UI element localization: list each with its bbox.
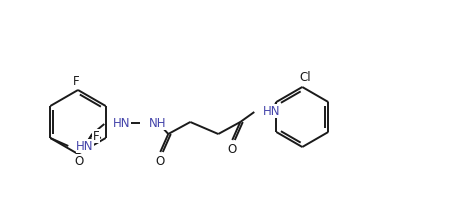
Text: HN: HN: [113, 116, 131, 129]
Text: Cl: Cl: [299, 71, 311, 84]
Text: O: O: [156, 155, 165, 168]
Text: F: F: [73, 75, 79, 88]
Text: HN: HN: [263, 105, 281, 118]
Text: O: O: [228, 142, 237, 155]
Text: F: F: [92, 129, 99, 142]
Text: NH: NH: [149, 116, 167, 129]
Text: HN: HN: [76, 140, 94, 153]
Text: O: O: [75, 155, 84, 168]
